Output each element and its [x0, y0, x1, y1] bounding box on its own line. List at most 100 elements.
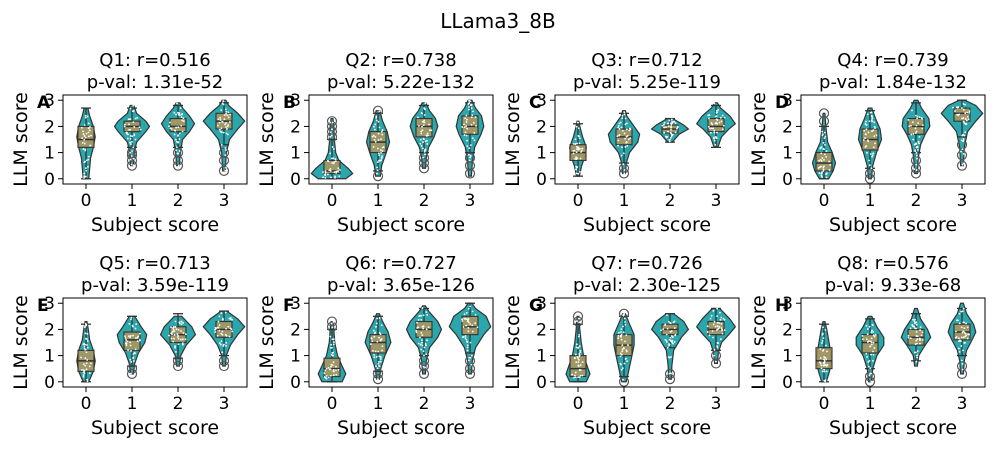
- strip-point: [379, 358, 382, 360]
- strip-point: [574, 143, 577, 145]
- strip-point: [707, 125, 710, 128]
- strip-point: [915, 321, 918, 324]
- strip-point: [579, 148, 581, 150]
- strip-point: [377, 120, 380, 123]
- box: [323, 357, 341, 378]
- strip-point: [722, 317, 725, 320]
- strip-point: [225, 149, 227, 151]
- y-tick-label: 0: [536, 170, 547, 190]
- strip-point: [422, 124, 425, 127]
- strip-point: [231, 330, 234, 333]
- strip-point: [174, 346, 176, 349]
- strip-point: [475, 125, 477, 127]
- strip-point: [966, 337, 969, 340]
- strip-point: [865, 338, 868, 341]
- strip-point: [663, 121, 666, 124]
- strip-point: [577, 148, 580, 151]
- strip-point: [719, 311, 721, 314]
- strip-point: [921, 117, 924, 120]
- strip-point: [577, 365, 580, 368]
- outlier-marker: [218, 155, 230, 166]
- strip-point: [222, 100, 225, 102]
- strip-point: [823, 359, 826, 362]
- strip-point: [325, 367, 328, 370]
- strip-point: [960, 336, 963, 339]
- panel-title-line1: Q5: r=0.713: [99, 253, 210, 274]
- strip-point: [461, 320, 464, 322]
- strip-point: [227, 325, 230, 328]
- strip-point: [869, 372, 872, 375]
- strip-point: [673, 120, 676, 123]
- strip-point: [706, 325, 709, 328]
- strip-point: [823, 370, 826, 373]
- strip-point: [373, 335, 376, 338]
- strip-point: [623, 113, 626, 116]
- strip-point: [424, 102, 427, 104]
- x-axis-label: Subject score: [583, 417, 711, 439]
- y-tick-label: 2: [536, 320, 547, 340]
- strip-point: [137, 335, 140, 338]
- strip-point: [823, 165, 825, 168]
- strip-point: [466, 349, 469, 352]
- strip-point: [720, 120, 723, 123]
- strip-point: [960, 310, 963, 313]
- strip-point: [919, 342, 921, 345]
- outlier-marker: [326, 321, 338, 332]
- x-tick-label: 3: [465, 191, 476, 211]
- strip-point: [871, 329, 873, 332]
- strip-point: [965, 123, 968, 125]
- strip-point: [575, 125, 578, 128]
- strip-point: [470, 107, 473, 110]
- strip-point: [330, 363, 333, 366]
- strip-point: [221, 102, 224, 105]
- strip-point: [716, 345, 718, 348]
- strip-point: [862, 139, 865, 141]
- strip-point: [874, 142, 876, 145]
- x-tick-label: 0: [327, 191, 338, 211]
- strip-point: [324, 170, 327, 172]
- strip-point: [168, 334, 170, 337]
- y-tick-label: 0: [290, 170, 301, 190]
- strip-point: [577, 127, 580, 130]
- strip-point: [723, 329, 726, 332]
- strip-point: [914, 143, 917, 146]
- y-axis-label: LLM score: [10, 92, 32, 187]
- strip-point: [469, 356, 472, 359]
- strip-point: [713, 348, 716, 351]
- strip-point: [818, 159, 820, 162]
- panel-title-line1: Q6: r=0.727: [345, 253, 456, 274]
- strip-point: [335, 369, 337, 372]
- outlier-marker: [864, 173, 876, 184]
- outlier-marker: [864, 168, 876, 179]
- strip-point: [669, 336, 672, 339]
- strip-point: [423, 138, 425, 141]
- strip-point: [377, 361, 380, 363]
- strip-point: [821, 171, 823, 174]
- strip-point: [617, 337, 620, 340]
- box: [861, 334, 879, 354]
- category-0: [811, 108, 837, 180]
- strip-point: [957, 347, 960, 350]
- strip-point: [378, 336, 380, 339]
- strip-point: [822, 337, 825, 340]
- strip-point: [178, 132, 181, 135]
- strip-point: [381, 129, 384, 131]
- y-tick-label: 2: [290, 117, 301, 137]
- strip-point: [963, 331, 966, 334]
- axes-frame: [800, 94, 986, 185]
- x-tick-label: 0: [819, 394, 830, 414]
- strip-point: [720, 316, 723, 319]
- y-tick-label: 3: [290, 294, 301, 314]
- strip-point: [476, 326, 479, 329]
- strip-point: [468, 106, 470, 108]
- strip-point: [968, 110, 971, 113]
- strip-point: [715, 109, 718, 112]
- strip-point: [473, 139, 476, 142]
- strip-point: [915, 360, 918, 363]
- strip-point: [132, 164, 135, 167]
- strip-point: [870, 341, 873, 344]
- strip-point: [617, 125, 620, 127]
- strip-point: [575, 156, 577, 159]
- outlier-marker: [618, 376, 630, 387]
